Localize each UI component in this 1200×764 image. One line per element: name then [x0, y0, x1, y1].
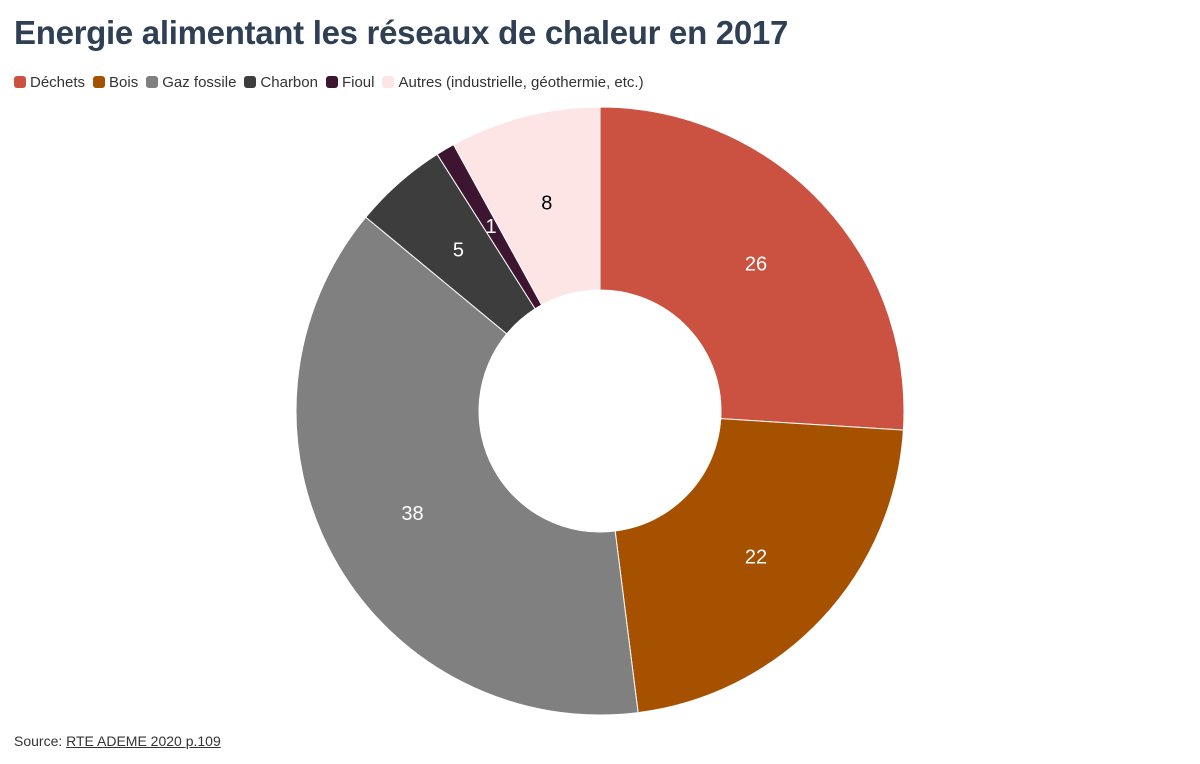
legend-item[interactable]: Bois [93, 74, 138, 91]
legend-label: Charbon [260, 73, 318, 91]
source-note: Source: RTE ADEME 2020 p.109 [14, 733, 221, 749]
legend-item[interactable]: Fioul [325, 73, 375, 91]
legend-swatch [93, 76, 106, 88]
slice-value-label: 1 [486, 216, 497, 238]
legend-label: Fioul [341, 73, 375, 91]
legend-swatch [14, 76, 26, 88]
donut-slice[interactable] [452, 106, 601, 306]
slice-value-label: 22 [745, 546, 767, 568]
slice-value-label: 38 [401, 503, 423, 525]
legend-label: Autres (industrielle, géothermie, etc.) [398, 73, 644, 91]
source-link[interactable]: RTE ADEME 2020 p.109 [66, 733, 221, 749]
legend-swatch [325, 76, 338, 88]
chart-title: Energie alimentant les réseaux de chaleu… [14, 14, 789, 51]
slice-value-label: 5 [453, 239, 464, 261]
legend-swatch [146, 76, 159, 88]
legend-swatch [244, 76, 257, 88]
legend-item[interactable]: Charbon [244, 74, 318, 91]
chart-legend: Déchets Bois Gaz fossile Charbon Fioul Autres… [14, 72, 652, 92]
legend-item[interactable]: Gaz fossile [146, 74, 236, 91]
legend-label: Gaz fossile [162, 73, 237, 91]
donut-slice[interactable] [614, 418, 904, 714]
slice-value-label: 26 [745, 254, 767, 276]
legend-item[interactable]: Déchets [14, 74, 85, 91]
slice-value-label: 8 [541, 193, 552, 215]
legend-item[interactable]: Autres (industrielle, géothermie, etc.) [382, 73, 644, 91]
source-prefix: Source: [14, 733, 67, 749]
donut-slice[interactable] [599, 106, 905, 431]
legend-label: Bois [109, 73, 139, 91]
legend-label: Déchets [30, 73, 86, 91]
legend-swatch [382, 76, 395, 88]
donut-slice[interactable] [295, 216, 639, 716]
